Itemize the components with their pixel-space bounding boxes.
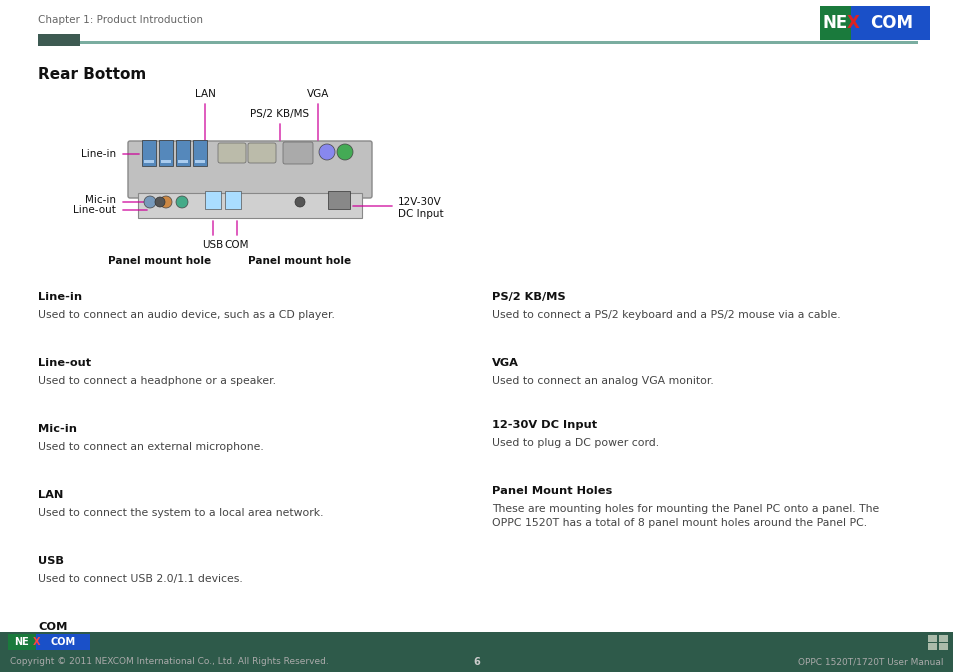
Text: NE: NE xyxy=(821,14,847,32)
Bar xyxy=(38,41,917,44)
Bar xyxy=(36,634,90,650)
Bar xyxy=(193,140,207,166)
Text: NE: NE xyxy=(14,637,30,647)
FancyBboxPatch shape xyxy=(248,143,275,163)
Circle shape xyxy=(318,144,335,160)
Bar xyxy=(144,160,153,163)
Text: Supports RS232/422/485 compatible serial devices.: Supports RS232/422/485 compatible serial… xyxy=(38,640,320,650)
Text: USB: USB xyxy=(38,556,64,566)
Bar xyxy=(938,643,947,650)
Text: OPPC 1520T has a total of 8 panel mount holes around the Panel PC.: OPPC 1520T has a total of 8 panel mount … xyxy=(492,518,866,528)
Text: OPPC 1520T/1720T User Manual: OPPC 1520T/1720T User Manual xyxy=(798,657,943,667)
FancyBboxPatch shape xyxy=(218,143,246,163)
Text: Used to connect the system to a local area network.: Used to connect the system to a local ar… xyxy=(38,508,323,518)
Text: Used to connect an external microphone.: Used to connect an external microphone. xyxy=(38,442,263,452)
Text: PS/2 KB/MS: PS/2 KB/MS xyxy=(251,109,309,119)
Text: Used to connect USB 2.0/1.1 devices.: Used to connect USB 2.0/1.1 devices. xyxy=(38,574,242,584)
Bar xyxy=(8,634,36,650)
Text: Rear Bottom: Rear Bottom xyxy=(38,67,146,82)
Text: Line-in: Line-in xyxy=(81,149,116,159)
Bar xyxy=(194,160,205,163)
Bar xyxy=(38,34,80,46)
Text: VGA: VGA xyxy=(307,89,329,99)
Circle shape xyxy=(175,196,188,208)
Text: Line-in: Line-in xyxy=(38,292,82,302)
Bar xyxy=(175,140,190,166)
Text: USB: USB xyxy=(202,240,223,250)
Text: Mic-in: Mic-in xyxy=(38,424,77,434)
Text: Used to connect a PS/2 keyboard and a PS/2 mouse via a cable.: Used to connect a PS/2 keyboard and a PS… xyxy=(492,310,840,320)
Text: Chapter 1: Product Introduction: Chapter 1: Product Introduction xyxy=(38,15,203,25)
Bar xyxy=(820,6,850,40)
Text: 12V-30V: 12V-30V xyxy=(397,197,441,207)
Text: Used to connect a headphone or a speaker.: Used to connect a headphone or a speaker… xyxy=(38,376,275,386)
Bar xyxy=(927,643,936,650)
Bar xyxy=(161,160,171,163)
Text: VGA: VGA xyxy=(492,358,518,368)
Text: COM: COM xyxy=(51,637,75,647)
Bar xyxy=(205,191,221,209)
Circle shape xyxy=(336,144,353,160)
Bar xyxy=(850,6,929,40)
Text: DC Input: DC Input xyxy=(397,209,443,219)
Bar xyxy=(178,160,188,163)
Text: PS/2 KB/MS: PS/2 KB/MS xyxy=(492,292,565,302)
Text: Used to connect an audio device, such as a CD player.: Used to connect an audio device, such as… xyxy=(38,310,335,320)
Text: X: X xyxy=(33,637,41,647)
Bar xyxy=(159,140,172,166)
Text: LAN: LAN xyxy=(194,89,215,99)
Bar xyxy=(938,635,947,642)
Text: Panel Mount Holes: Panel Mount Holes xyxy=(492,486,612,496)
Bar xyxy=(138,193,361,218)
Text: Mic-in: Mic-in xyxy=(85,195,116,205)
Bar xyxy=(0,632,953,672)
Text: 6: 6 xyxy=(473,657,480,667)
Text: X: X xyxy=(845,14,859,32)
Text: Used to connect an analog VGA monitor.: Used to connect an analog VGA monitor. xyxy=(492,376,713,386)
Bar xyxy=(328,191,350,209)
Text: 12-30V DC Input: 12-30V DC Input xyxy=(492,420,597,430)
Text: Panel mount hole: Panel mount hole xyxy=(109,256,212,266)
Text: Line-out: Line-out xyxy=(73,205,116,215)
Circle shape xyxy=(144,196,156,208)
Circle shape xyxy=(160,196,172,208)
Text: Line-out: Line-out xyxy=(38,358,91,368)
Text: Used to plug a DC power cord.: Used to plug a DC power cord. xyxy=(492,438,659,448)
Text: COM: COM xyxy=(869,14,912,32)
Circle shape xyxy=(154,197,165,207)
Text: COM: COM xyxy=(225,240,249,250)
Bar xyxy=(927,635,936,642)
Text: COM: COM xyxy=(38,622,68,632)
Text: Panel mount hole: Panel mount hole xyxy=(248,256,352,266)
Text: These are mounting holes for mounting the Panel PC onto a panel. The: These are mounting holes for mounting th… xyxy=(492,504,879,514)
Text: LAN: LAN xyxy=(38,490,63,500)
Bar xyxy=(225,191,241,209)
FancyBboxPatch shape xyxy=(283,142,313,164)
FancyBboxPatch shape xyxy=(128,141,372,198)
Text: Copyright © 2011 NEXCOM International Co., Ltd. All Rights Reserved.: Copyright © 2011 NEXCOM International Co… xyxy=(10,657,329,667)
Bar xyxy=(142,140,156,166)
Circle shape xyxy=(294,197,305,207)
